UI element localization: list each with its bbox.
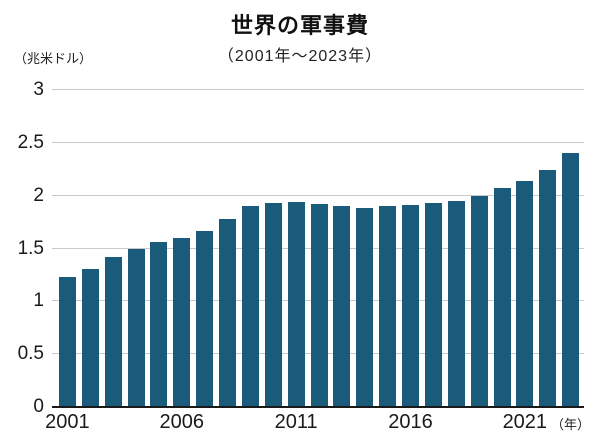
y-tick-label-0.5: 0.5 [17,343,44,365]
bar-slot-2017 [422,90,445,407]
bar-slot-2003 [102,90,125,407]
plot-area [52,89,584,408]
gridline-2 [52,194,584,196]
x-tick-label-2016: 2016 [388,411,433,433]
bar-2005 [150,242,168,407]
bar-2008 [219,218,237,407]
bar-2021 [516,180,534,407]
bar-2020 [493,188,511,407]
bar-slot-2011 [285,90,308,407]
y-tick-label-3: 3 [33,79,44,100]
y-tick-label-0: 0 [33,396,44,417]
bar-2016 [402,205,420,407]
bar-2007 [196,230,214,407]
bar-slot-2004 [125,90,148,407]
bar-2019 [470,195,488,407]
bar-series [56,90,582,407]
y-tick-label-2.5: 2.5 [17,131,44,153]
y-tick-label-1.5: 1.5 [17,237,44,259]
bar-2023 [562,153,580,407]
gridline-3 [52,89,584,90]
bar-slot-2002 [79,90,102,407]
bar-2013 [333,206,351,407]
x-axis-line [52,406,584,408]
bar-2004 [127,248,145,407]
bar-slot-2007 [193,90,216,407]
bar-chart: 0 0.5 1 1.5 2 2.5 3 [8,79,584,417]
bar-slot-2014 [353,90,376,407]
bar-2018 [447,200,465,407]
bar-slot-2022 [536,90,559,407]
y-tick-label-2: 2 [33,184,44,206]
chart-title: 世界の軍事費 [230,13,369,38]
x-tick-label-2001: 2001 [45,411,90,433]
bar-slot-2001 [56,90,79,407]
bar-2010 [264,203,282,407]
bar-slot-2005 [148,90,171,407]
bar-2017 [424,203,442,407]
bar-slot-2021 [514,90,537,407]
gridline-2.5 [52,141,584,143]
y-axis-unit-label: （兆米ドル） [14,51,93,66]
bar-2015 [379,206,397,407]
bar-slot-2008 [216,90,239,407]
bar-slot-2015 [376,90,399,407]
bar-2014 [356,208,374,407]
x-tick-label-2021: 2021 [502,411,548,433]
bar-slot-2010 [262,90,285,407]
bar-slot-2009 [239,90,262,407]
x-tick-label-2011: 2011 [274,411,318,433]
bar-2006 [173,237,191,407]
x-axis-unit-label: （年） [550,417,590,432]
bar-2002 [81,268,99,407]
bar-slot-2006 [170,90,193,407]
bar-2009 [241,206,259,407]
bar-2022 [539,170,557,407]
x-axis-tick-labels: 2001 2006 2011 2016 2021 [45,407,582,439]
bar-slot-2012 [308,90,331,407]
bar-slot-2013 [331,90,354,407]
x-axis: 2001 2006 2011 2016 2021 （年） [8,407,590,439]
chart-subtitle: （2001年～2023年） [217,48,383,65]
bar-slot-2019 [468,90,491,407]
x-tick-label-2006: 2006 [159,411,205,433]
y-tick-label-1: 1 [33,290,44,312]
bar-2011 [287,202,305,407]
bar-2003 [104,256,122,407]
bar-slot-2020 [491,90,514,407]
bar-2001 [58,277,76,407]
bar-slot-2016 [399,90,422,407]
bar-slot-2018 [445,90,468,407]
bar-slot-2023 [559,90,582,407]
y-axis-tick-labels: 0 0.5 1 1.5 2 2.5 3 [8,79,52,417]
bar-2012 [310,204,328,407]
